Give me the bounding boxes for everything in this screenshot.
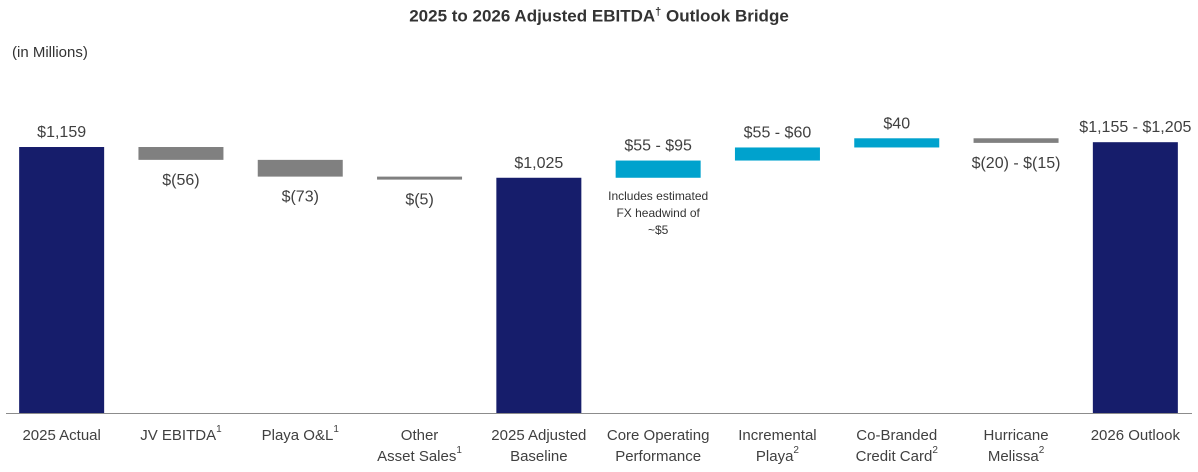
bar-core-operating-performance	[615, 160, 701, 178]
bar-other-asset-sales	[377, 176, 463, 180]
bar-2025-adjusted-baseline	[496, 177, 582, 413]
value-label: $(5)	[405, 192, 433, 209]
category-labels: 2025 Actual JV EBITDA1 Playa O&L1 Other Asse…	[22, 424, 1180, 465]
category-label: 2025 Adjusted Baseline	[491, 427, 586, 465]
category-label: Core Operating Performance	[607, 427, 710, 465]
fx-annotation: Includes estimated FX headwind of ~$5	[608, 189, 708, 237]
category-label: 2025 Actual	[22, 427, 100, 444]
category-label: Playa O&L1	[262, 424, 340, 444]
value-labels: $1,159 $(56) $(73) $(5) $1,025 $55 - $95 $55 -…	[37, 115, 1191, 208]
value-label: $1,155 - $1,205	[1079, 119, 1191, 136]
dagger-mark: †	[655, 6, 662, 18]
value-label: $(73)	[282, 189, 319, 206]
category-label: JV EBITDA1	[140, 424, 222, 444]
value-label: $1,025	[514, 155, 563, 172]
bar-2026-outlook	[1092, 142, 1178, 413]
value-label: $(20) - $(15)	[972, 155, 1061, 172]
value-label: $40	[883, 115, 910, 132]
annotation: Includes estimated FX headwind of ~$5	[608, 189, 708, 237]
category-label: Other Asset Sales1	[377, 427, 462, 465]
value-label: $55 - $60	[744, 124, 812, 141]
category-label: Co-Branded Credit Card2	[856, 427, 939, 465]
bars-layer	[19, 138, 1178, 413]
bar-playa-o-l	[257, 159, 343, 177]
bar-2025-actual	[19, 147, 105, 413]
chart-title: 2025 to 2026 Adjusted EBITDA† Outlook Br…	[0, 6, 1198, 27]
value-label: $55 - $95	[624, 138, 692, 155]
bar-incremental-playa	[734, 147, 820, 161]
chart-title-text: 2025 to 2026 Adjusted EBITDA	[409, 6, 656, 26]
bar-hurricane-melissa	[973, 138, 1059, 143]
category-label: Hurricane Melissa2	[984, 427, 1049, 465]
bar-co-branded-credit-card	[854, 138, 940, 148]
units-label: (in Millions)	[12, 44, 88, 61]
chart-title-suffix: Outlook Bridge	[661, 6, 789, 26]
value-label: $1,159	[37, 124, 86, 141]
category-label: Incremental Playa2	[738, 427, 816, 465]
value-label: $(56)	[162, 172, 199, 189]
category-label: 2026 Outlook	[1091, 427, 1181, 444]
bar-jv-ebitda	[138, 147, 224, 160]
